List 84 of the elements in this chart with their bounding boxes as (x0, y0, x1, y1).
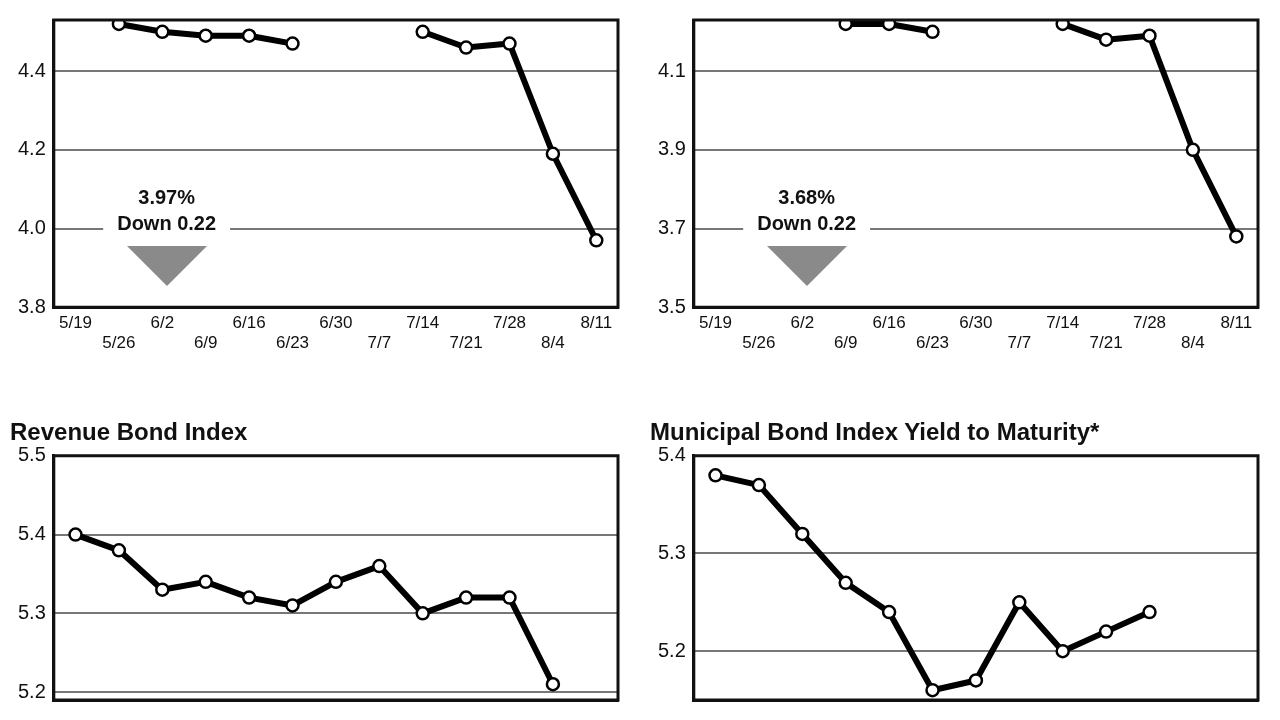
y-tick-label: 3.7 (657, 216, 686, 239)
y-tick-label: 5.3 (17, 600, 46, 623)
point (241, 28, 257, 43)
x-tick-label: 8/4 (1181, 333, 1205, 353)
y-tick-label: 4.2 (17, 137, 46, 160)
x-tick-label: 6/23 (915, 333, 950, 353)
x-tick-label: 7/7 (1007, 333, 1032, 353)
x-tick-label: 6/9 (193, 333, 218, 353)
annotation: 3.68% (778, 185, 836, 208)
y-tick-label: 5.3 (657, 541, 686, 563)
y-tick-label: 5.4 (657, 443, 686, 466)
x-tick-label: 8/11 (580, 313, 613, 333)
y-tick-label: 3.8 (17, 294, 46, 317)
point (589, 233, 604, 248)
point (198, 28, 213, 43)
x-tick-label: 5/26 (102, 333, 136, 353)
y-tick-label: 5.5 (17, 443, 46, 466)
annotation: Down 0.22 (757, 211, 857, 234)
point (838, 575, 853, 591)
x-tick-label: 6/30 (319, 313, 353, 333)
y-tick-label: 3.5 (657, 294, 686, 317)
point (198, 574, 213, 590)
point (502, 590, 517, 605)
x-tick-label: 5/19 (58, 313, 93, 333)
x-tick-label: 7/21 (1089, 333, 1123, 353)
x-tick-label: 8/11 (1220, 313, 1253, 333)
point (328, 574, 344, 590)
point (285, 598, 300, 613)
point (1142, 604, 1157, 620)
point (502, 36, 517, 51)
point (881, 604, 897, 620)
x-tick-label: 7/28 (492, 313, 527, 333)
point (458, 40, 474, 55)
point (1055, 643, 1070, 659)
point (545, 146, 561, 162)
point (1142, 28, 1157, 43)
point (708, 468, 723, 483)
point (925, 24, 940, 40)
chart-title: Municipal Bond Index Yield to Maturity* (650, 418, 1101, 446)
point (415, 606, 430, 621)
x-tick-label: 8/4 (541, 333, 565, 353)
x-tick-label: 6/9 (833, 333, 858, 353)
x-tick-label: 6/16 (872, 313, 906, 333)
x-tick-label: 6/2 (790, 313, 815, 333)
y-tick-label: 4.4 (17, 58, 46, 81)
point (111, 543, 127, 558)
x-tick-label: 7/28 (1132, 313, 1167, 333)
point (155, 24, 170, 40)
x-tick-label: 5/26 (742, 333, 776, 353)
point (1012, 595, 1027, 610)
point (968, 673, 984, 688)
y-tick-label: 5.2 (17, 679, 46, 702)
x-tick-label: 5/19 (698, 313, 733, 333)
point (1185, 142, 1201, 158)
point (1098, 32, 1114, 47)
point (1229, 229, 1244, 244)
point (751, 477, 767, 493)
y-tick-label: 3.9 (657, 137, 686, 160)
point (545, 677, 561, 692)
x-tick-label: 6/16 (232, 313, 266, 333)
point (458, 590, 474, 605)
y-tick-label: 4.0 (17, 216, 46, 239)
point (925, 682, 940, 698)
point (1098, 624, 1114, 639)
chart-title: Revenue Bond Index (10, 418, 249, 446)
y-tick-label: 4.1 (657, 58, 686, 81)
x-tick-label: 6/30 (959, 313, 993, 333)
x-tick-label: 7/21 (449, 333, 483, 353)
x-tick-label: 7/7 (367, 333, 392, 353)
point (68, 527, 83, 542)
x-tick-label: 6/2 (150, 313, 175, 333)
x-tick-label: 7/14 (406, 313, 440, 333)
point (795, 526, 810, 542)
point (285, 36, 300, 51)
x-tick-label: 7/14 (1046, 313, 1080, 333)
point (372, 558, 387, 574)
y-tick-label: 5.4 (17, 522, 46, 545)
annotation: Down 0.22 (117, 211, 217, 234)
point (415, 24, 430, 40)
annotation: 3.97% (138, 185, 196, 208)
point (155, 582, 170, 597)
y-tick-label: 5.2 (657, 638, 686, 661)
x-tick-label: 6/23 (275, 333, 310, 353)
point (241, 590, 257, 605)
